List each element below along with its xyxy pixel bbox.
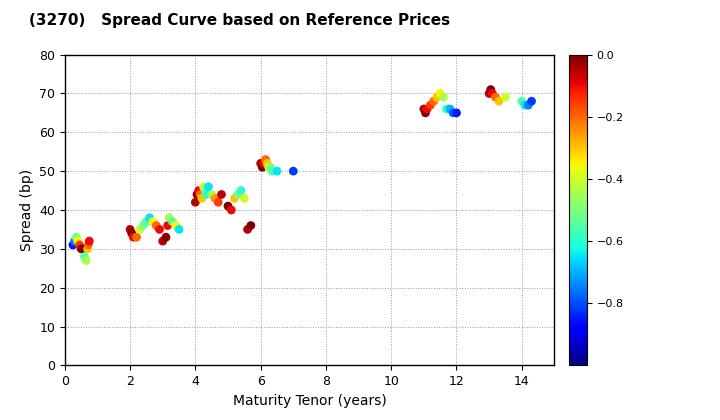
Point	[493, 98, 505, 105]
Point	[438, 94, 449, 101]
Point	[72, 238, 84, 244]
Point	[444, 105, 456, 112]
Point	[255, 160, 266, 167]
Point	[210, 195, 221, 202]
Point	[140, 218, 152, 225]
Point	[80, 257, 91, 264]
Point	[67, 241, 78, 248]
Point	[76, 245, 87, 252]
Point	[201, 191, 212, 198]
Point	[261, 160, 273, 167]
Point	[167, 218, 179, 225]
Point	[192, 191, 203, 198]
Point	[77, 245, 89, 252]
Point	[266, 168, 278, 175]
Point	[157, 238, 168, 244]
Point	[131, 234, 143, 241]
Point	[238, 195, 250, 202]
Point	[69, 238, 81, 244]
Point	[245, 222, 256, 229]
Point	[163, 214, 175, 221]
Point	[193, 187, 204, 194]
Point	[235, 187, 247, 194]
Point	[147, 218, 158, 225]
Y-axis label: Spread (bp): Spread (bp)	[19, 169, 34, 251]
Point	[83, 241, 94, 248]
Point	[519, 102, 531, 108]
Point	[138, 222, 149, 229]
Point	[258, 160, 270, 167]
Point	[206, 191, 217, 198]
Point	[127, 234, 139, 241]
Point	[125, 226, 136, 233]
Point	[516, 98, 528, 105]
X-axis label: Maturity Tenor (years): Maturity Tenor (years)	[233, 394, 387, 408]
Point	[73, 241, 85, 248]
Point	[256, 164, 268, 171]
Point	[153, 226, 165, 233]
Point	[263, 164, 274, 171]
Point	[242, 226, 253, 233]
Point	[425, 102, 436, 108]
Point	[134, 226, 145, 233]
Text: (3270)   Spread Curve based on Reference Prices: (3270) Spread Curve based on Reference P…	[29, 13, 450, 28]
Point	[194, 191, 206, 198]
Point	[199, 187, 211, 194]
Point	[421, 105, 433, 112]
Point	[487, 90, 498, 97]
Point	[490, 94, 501, 101]
Point	[150, 222, 162, 229]
Point	[189, 199, 201, 206]
Point	[212, 199, 224, 206]
Point	[161, 234, 172, 241]
Point	[271, 168, 283, 175]
Point	[434, 90, 446, 97]
Point	[485, 86, 497, 93]
Point	[225, 207, 237, 213]
Point	[216, 191, 228, 198]
Point	[78, 253, 90, 260]
Point	[431, 94, 443, 101]
Point	[287, 168, 299, 175]
Point	[232, 191, 243, 198]
Point	[500, 94, 511, 101]
Point	[441, 105, 452, 112]
Point	[418, 105, 430, 112]
Point	[170, 222, 181, 229]
Point	[82, 245, 94, 252]
Point	[523, 102, 534, 108]
Point	[229, 195, 240, 202]
Point	[447, 110, 459, 116]
Point	[420, 110, 431, 116]
Point	[126, 230, 138, 236]
Point	[71, 234, 82, 241]
Point	[144, 214, 156, 221]
Point	[265, 164, 276, 171]
Point	[202, 183, 214, 190]
Point	[526, 98, 537, 105]
Point	[84, 238, 95, 244]
Point	[196, 195, 207, 202]
Point	[483, 90, 495, 97]
Point	[174, 226, 185, 233]
Point	[198, 183, 210, 190]
Point	[162, 222, 174, 229]
Point	[428, 98, 439, 105]
Point	[260, 156, 271, 163]
Point	[222, 203, 234, 210]
Point	[451, 110, 462, 116]
